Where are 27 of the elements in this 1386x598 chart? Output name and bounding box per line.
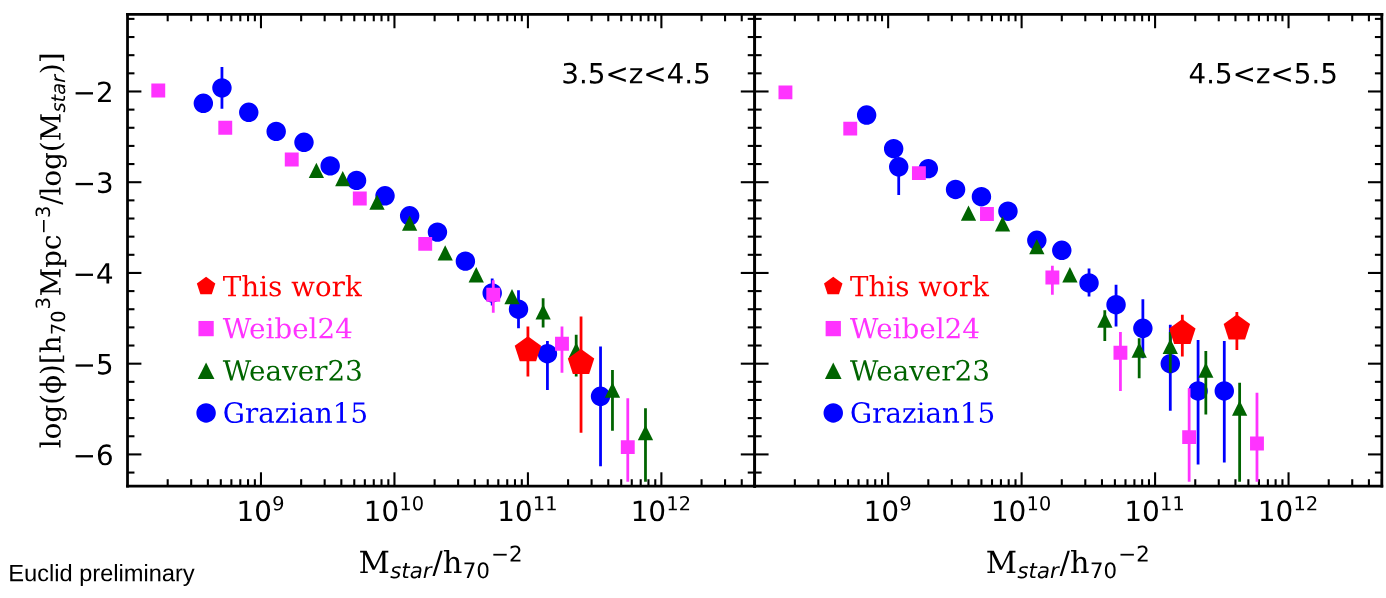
x-axis-title: M$_{star}$/h$_{70}$$^{−2}$ bbox=[987, 545, 1148, 579]
x-tick-label: 10$^{11}$ bbox=[1127, 496, 1183, 522]
text: Euclid preliminary bbox=[10, 564, 195, 587]
legend-label: Weibel24 bbox=[850, 317, 979, 339]
legend-label: Grazian15 bbox=[851, 402, 994, 424]
y-tick-label: −6 bbox=[75, 444, 112, 466]
y-tick-label: −4 bbox=[75, 263, 113, 284]
legend-label: This work bbox=[850, 275, 990, 297]
x-tick-label: 10$^{11}$ bbox=[500, 496, 556, 522]
y-tick-label: −3 bbox=[75, 172, 112, 194]
x-tick-label: 10$^{9}$ bbox=[239, 495, 284, 522]
x-tick-label: 10$^{10}$ bbox=[993, 495, 1050, 522]
x-tick-label: 10$^{12}$ bbox=[633, 495, 690, 522]
legend-label: Grazian15 bbox=[224, 402, 366, 424]
annotation: 3.5<z<4.5 bbox=[563, 62, 709, 84]
legend-label: Weaver23 bbox=[222, 359, 361, 381]
x-tick-label: 10$^{9}$ bbox=[866, 495, 911, 522]
legend-label: Weaver23 bbox=[850, 359, 988, 381]
x-tick-label: 10$^{12}$ bbox=[1260, 495, 1317, 522]
y-tick-label: −2 bbox=[75, 81, 111, 103]
legend-label: Weibel24 bbox=[222, 317, 352, 339]
x-tick-label: 10$^{10}$ bbox=[366, 495, 423, 522]
legend-label: This work bbox=[223, 275, 362, 297]
x-axis-title: M$_{star}$/h$_{70}$$^{−2}$ bbox=[360, 545, 521, 579]
y-axis-title: log(ϕ)[h$_{70}$$^{3}$Mpc$^{−3}$/log(M$_{star}$)] bbox=[35, 54, 67, 448]
annotation: 4.5<z<5.5 bbox=[1189, 63, 1336, 84]
y-tick-label: −5 bbox=[75, 353, 112, 375]
